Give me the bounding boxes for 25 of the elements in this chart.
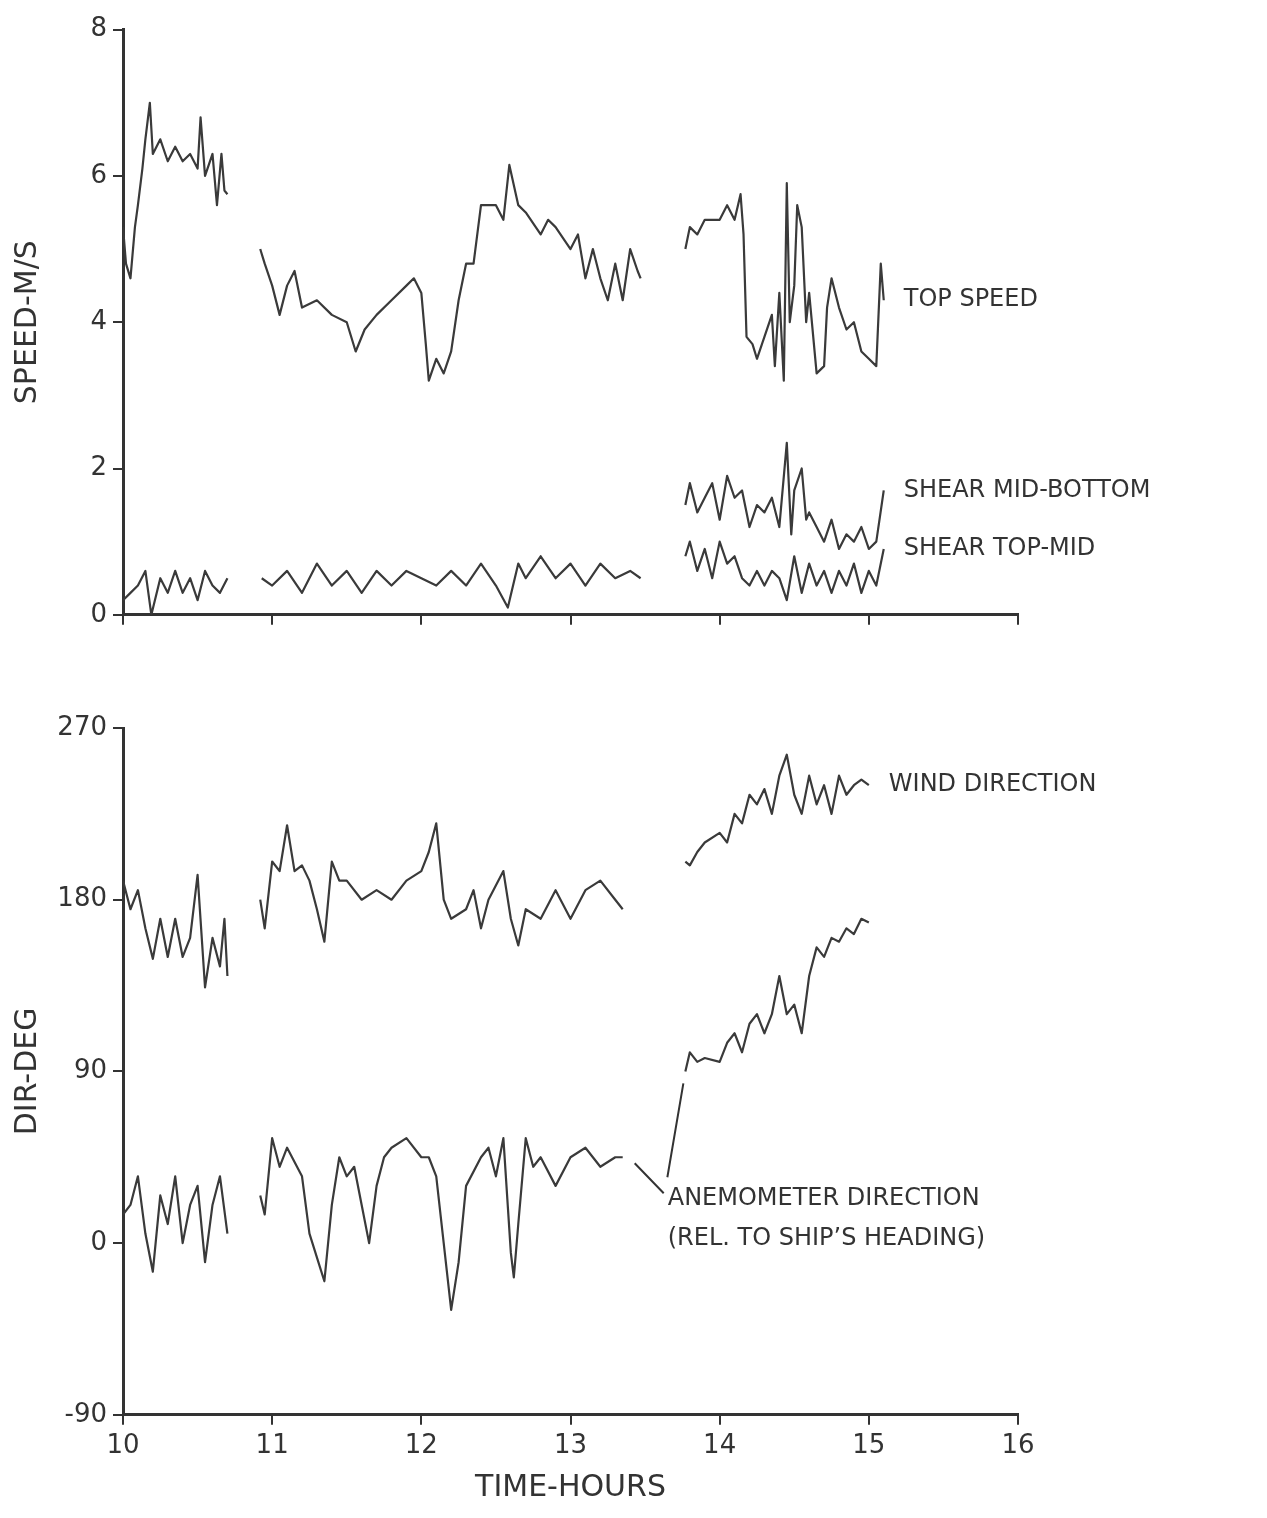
y-axis-title: SPEED-M/S xyxy=(7,240,43,405)
y-axis-title: DIR-DEG xyxy=(7,1007,43,1136)
x-tick-label: 12 xyxy=(404,1429,438,1460)
y-tick-label: 0 xyxy=(90,1225,107,1256)
y-tick-label: -90 xyxy=(64,1397,107,1428)
y-tick-label: 2 xyxy=(90,451,107,482)
y-tick-label: 4 xyxy=(90,304,107,335)
text: ANEMOMETER DIRECTION (REL. TO SHIP’S HEADING) xyxy=(667,1183,986,1252)
y-tick-label: 180 xyxy=(57,882,107,913)
series-label: WIND DIRECTION xyxy=(888,769,1097,798)
x-axis-title: TIME-HOURS xyxy=(474,1467,666,1503)
series-label: SHEAR MID-BOTTOM xyxy=(903,474,1151,503)
x-tick-label: 14 xyxy=(703,1429,737,1460)
x-tick-label: 11 xyxy=(255,1429,289,1460)
x-tick-label: 10 xyxy=(106,1429,140,1460)
y-tick-label: 8 xyxy=(90,12,107,43)
y-tick-label: 90 xyxy=(73,1054,107,1085)
y-tick-label: 0 xyxy=(90,597,107,628)
x-tick-label: 16 xyxy=(1001,1429,1035,1460)
series-label: SHEAR TOP-MID xyxy=(903,533,1096,562)
y-tick-label: 6 xyxy=(90,158,107,189)
series-label: TOP SPEED xyxy=(902,284,1038,313)
x-tick-label: 13 xyxy=(553,1429,588,1460)
x-tick-label: 15 xyxy=(852,1429,886,1460)
y-tick-label: 270 xyxy=(57,710,107,741)
